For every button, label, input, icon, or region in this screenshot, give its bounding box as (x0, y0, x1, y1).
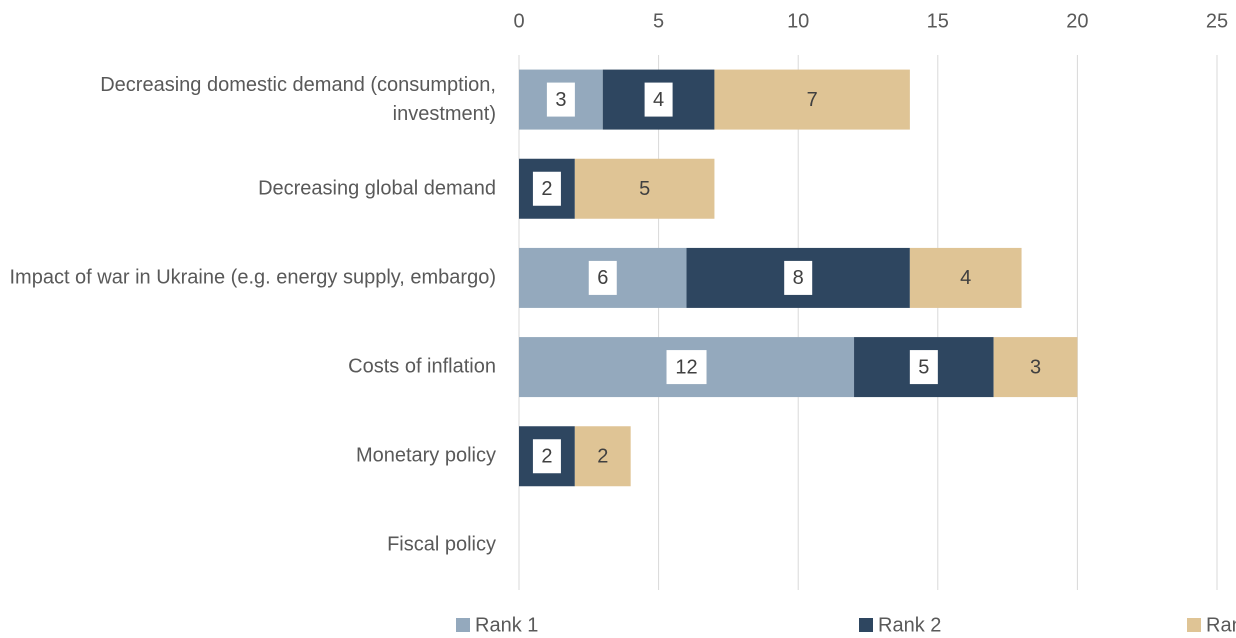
x-tick-label: 20 (1066, 10, 1088, 32)
data-label: 2 (597, 446, 608, 468)
label-box (532, 171, 561, 206)
data-label: 2 (541, 446, 552, 468)
label-box (532, 439, 561, 474)
category-label: Monetary policy (355, 444, 496, 467)
data-label: 6 (597, 267, 608, 289)
legend-label: Rank 1 (475, 614, 538, 636)
category-label: Impact of war in Ukraine (e.g. energy su… (9, 266, 496, 289)
legend-label: Rank 3 (1206, 614, 1236, 636)
category-label: Fiscal policy (387, 533, 496, 556)
data-label: 4 (653, 89, 664, 111)
data-label: 3 (1030, 356, 1041, 378)
x-tick-label: 15 (927, 10, 949, 32)
bar-segment (574, 426, 631, 487)
legend-label: Rank 2 (878, 614, 941, 636)
label-box (784, 260, 813, 295)
label-box (909, 350, 938, 385)
data-label: 5 (639, 178, 650, 200)
x-tick-label: 10 (787, 10, 809, 32)
bar-segment (574, 158, 715, 219)
x-tick-label: 0 (513, 10, 524, 32)
label-box (644, 82, 673, 117)
data-label: 4 (960, 267, 971, 289)
label-box (666, 350, 707, 385)
data-label: 8 (793, 267, 804, 289)
data-label: 12 (675, 356, 697, 378)
category-label: Decreasing global demand (258, 177, 496, 200)
data-label: 7 (807, 89, 818, 111)
data-label: 5 (918, 356, 929, 378)
category-label: Decreasing domestic demand (consumption,… (100, 73, 496, 125)
x-tick-label: 25 (1206, 10, 1228, 32)
legend-swatch (859, 618, 873, 632)
label-box (588, 260, 617, 295)
bar-segment (714, 69, 910, 130)
label-box (546, 82, 575, 117)
data-label: 3 (555, 89, 566, 111)
x-tick-label: 5 (653, 10, 664, 32)
data-label: 2 (541, 178, 552, 200)
legend-swatch (1187, 618, 1201, 632)
bar-segment (993, 337, 1078, 398)
legend-swatch (456, 618, 470, 632)
bar-segment (909, 247, 1022, 308)
category-label: Costs of inflation (348, 355, 496, 378)
